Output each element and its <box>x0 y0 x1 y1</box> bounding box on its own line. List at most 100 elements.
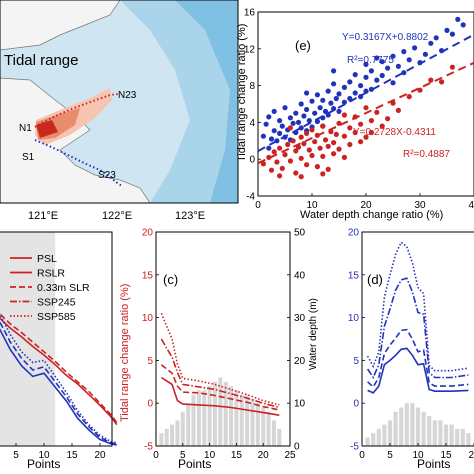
panel-d-xtick-label: 20 <box>468 450 474 461</box>
panel-d-depth-bar <box>449 424 454 446</box>
red-scatter-point <box>312 139 318 145</box>
blue-scatter-point <box>298 101 304 107</box>
left-red-dashed-line <box>0 312 118 423</box>
panel-c-ytick-label: -5 <box>144 442 153 453</box>
panel-c-depth-bar <box>212 381 217 446</box>
blue-scatter-point <box>358 83 364 89</box>
blue-scatter-point <box>363 74 369 80</box>
panel-c-right-ytick-label: 30 <box>294 313 306 324</box>
red-scatter-point <box>379 123 385 129</box>
blue-scatter-point <box>287 115 293 121</box>
panel-d-depth-bar <box>438 420 443 446</box>
blue-scatter-point <box>328 100 334 106</box>
blue-scatter-point <box>352 72 358 78</box>
panel-d-depth-bar <box>421 411 426 446</box>
station-s23: S23 <box>98 170 116 181</box>
red-scatter-point <box>260 161 266 167</box>
panel-d-depth-bar <box>393 411 398 446</box>
blue-scatter-point <box>336 91 342 97</box>
panel-d-depth-bar <box>427 416 432 446</box>
panel-c-depth-bar <box>170 424 175 446</box>
blue-scatter-point <box>304 90 310 96</box>
blue-scatter-point <box>320 97 326 103</box>
station-s1: S1 <box>22 152 35 163</box>
red-scatter-point <box>358 121 364 127</box>
red-fit-r2: R²=0.4887 <box>403 149 450 160</box>
legend-label: SSP245 <box>37 297 76 309</box>
blue-scatter-point <box>301 113 307 119</box>
panel-c-ytick-label: 0 <box>147 399 153 410</box>
panel-d-xlabel: Points <box>417 457 450 471</box>
blue-scatter-point <box>433 35 439 41</box>
panel-e-ytick-label: 8 <box>249 81 255 92</box>
panel-d-depth-bar <box>460 428 465 446</box>
panel-d-xtick-label: 5 <box>387 450 393 461</box>
panel-c-dotted-line <box>160 312 280 406</box>
red-scatter-point <box>325 166 331 172</box>
blue-scatter-point <box>266 114 272 120</box>
panel-c-solid-line <box>160 376 280 416</box>
map-sea-deep <box>175 0 238 203</box>
red-scatter-point <box>363 134 369 140</box>
panel-e-xtick-label: 10 <box>306 200 318 211</box>
red-scatter-point <box>309 127 315 133</box>
red-scatter-point <box>279 165 285 171</box>
panel-d-depth-bar <box>410 403 415 446</box>
panel-d-depth-bar <box>443 424 449 446</box>
panel-c-depth-bar <box>245 394 250 446</box>
red-scatter-point <box>277 145 283 151</box>
red-scatter-point <box>301 141 307 147</box>
panel-d-depth-bar <box>365 437 370 446</box>
red-scatter-point <box>395 107 401 113</box>
station-n1: N1 <box>19 123 32 134</box>
blue-scatter-point <box>379 59 385 65</box>
blue-scatter-point <box>449 31 455 37</box>
blue-scatter-point <box>312 110 318 116</box>
blue-fit-r2: R²=0.7775 <box>347 55 394 66</box>
map-frame <box>0 0 239 204</box>
panel-c-xtick-label: 15 <box>231 450 243 461</box>
blue-scatter-point <box>374 77 380 83</box>
legend-label: RSLR <box>37 268 65 280</box>
red-scatter-point <box>290 138 296 144</box>
red-scatter-point <box>336 146 342 152</box>
blue-scatter-point <box>317 105 323 111</box>
red-scatter-point <box>347 141 353 148</box>
red-scatter-point <box>363 105 369 111</box>
blue-scatter-point <box>385 65 391 71</box>
panel-c-depth-bar <box>196 390 201 446</box>
red-scatter-point <box>417 87 423 93</box>
blue-scatter-point <box>444 27 450 33</box>
panel-d-xtick-label: 10 <box>412 450 424 461</box>
left-panel-frame <box>0 231 113 447</box>
left-panel-xtick-label: 10 <box>38 450 50 461</box>
blue-scatter-point <box>277 118 283 124</box>
blue-scatter-point <box>390 53 396 59</box>
panel-c-ytick-label: 20 <box>142 228 154 239</box>
red-scatter-point <box>341 154 347 160</box>
panel-c-depth-bar <box>261 407 266 446</box>
panel-c-depth-bar <box>180 411 185 446</box>
red-scatter-point <box>406 94 412 100</box>
blue-scatter-point <box>309 98 315 104</box>
panel-c-xlabel: Points <box>178 457 211 471</box>
red-scatter-point <box>298 134 304 140</box>
left-panel-xlabel: Points <box>27 457 60 471</box>
panel-e-xtick-label: 40 <box>468 200 474 211</box>
blue-scatter-point <box>331 68 337 74</box>
panel-c-depth-bar <box>164 428 169 446</box>
panel-e-xtick-label: 20 <box>360 200 372 211</box>
panel-d-frame <box>361 231 474 447</box>
red-scatter-point <box>428 77 434 83</box>
red-scatter-point <box>271 149 277 155</box>
panel-c-depth-bar <box>266 411 271 446</box>
map-title: Tidal range <box>4 52 79 69</box>
blue-scatter-point <box>268 136 275 142</box>
blue-scatter-point <box>395 63 401 69</box>
red-scatter-point <box>287 125 293 131</box>
panel-d-depth-bar <box>376 428 381 446</box>
panel-d-ytick-label: 10 <box>348 313 360 324</box>
panel-c-depth-bar <box>234 390 239 446</box>
panel-c-right-ytick-label: 40 <box>294 270 306 281</box>
panel-e-ylabel: Tidal range change ratio (%) <box>236 24 248 162</box>
